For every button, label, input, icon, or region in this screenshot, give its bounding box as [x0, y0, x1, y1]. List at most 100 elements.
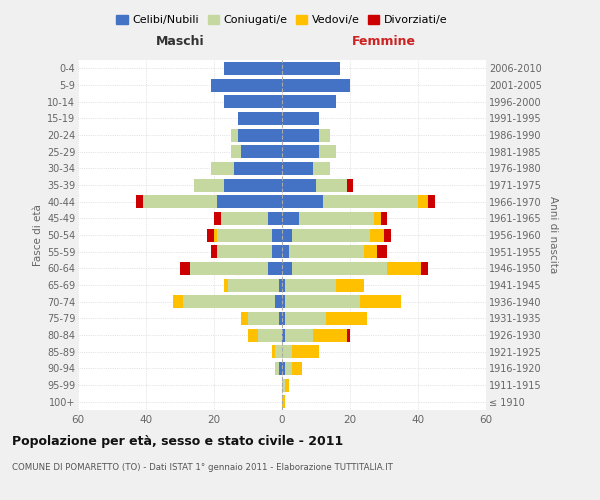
Bar [282, 62, 340, 75]
Bar [388, 262, 421, 275]
Bar [384, 228, 391, 241]
Bar [268, 212, 282, 225]
Bar [224, 95, 282, 108]
Bar [278, 278, 282, 291]
Bar [211, 78, 282, 92]
Text: Maschi: Maschi [155, 34, 205, 48]
Bar [207, 228, 214, 241]
Bar [238, 112, 282, 125]
Bar [282, 262, 292, 275]
Bar [418, 195, 428, 208]
Bar [313, 328, 347, 342]
Bar [428, 195, 435, 208]
Bar [217, 195, 282, 208]
Bar [214, 212, 221, 225]
Bar [217, 228, 272, 241]
Bar [211, 245, 217, 258]
Bar [282, 312, 286, 325]
Bar [374, 212, 380, 225]
Bar [268, 262, 282, 275]
Bar [282, 245, 289, 258]
Bar [316, 178, 347, 192]
Bar [136, 195, 143, 208]
Bar [275, 345, 282, 358]
Bar [421, 262, 428, 275]
Bar [347, 178, 353, 192]
Bar [282, 362, 286, 375]
Bar [194, 178, 224, 192]
Bar [258, 328, 282, 342]
Text: COMUNE DI POMARETTO (TO) - Dati ISTAT 1° gennaio 2011 - Elaborazione TUTTITALIA.: COMUNE DI POMARETTO (TO) - Dati ISTAT 1°… [12, 462, 393, 471]
Bar [286, 278, 337, 291]
Bar [282, 345, 292, 358]
Bar [248, 328, 258, 342]
Y-axis label: Anni di nascita: Anni di nascita [548, 196, 559, 274]
Bar [286, 312, 326, 325]
Bar [282, 228, 292, 241]
Bar [278, 362, 282, 375]
Bar [143, 195, 217, 208]
Bar [286, 295, 360, 308]
Bar [292, 345, 319, 358]
Bar [173, 295, 184, 308]
Bar [282, 178, 316, 192]
Bar [286, 362, 292, 375]
Bar [380, 212, 388, 225]
Bar [282, 395, 286, 408]
Bar [319, 145, 337, 158]
Bar [221, 212, 268, 225]
Bar [360, 295, 401, 308]
Bar [282, 278, 286, 291]
Bar [347, 328, 350, 342]
Bar [337, 278, 364, 291]
Bar [282, 295, 286, 308]
Legend: Celibi/Nubili, Coniugati/e, Vedovi/e, Divorziati/e: Celibi/Nubili, Coniugati/e, Vedovi/e, Di… [112, 10, 452, 30]
Bar [241, 145, 282, 158]
Bar [272, 245, 282, 258]
Bar [224, 178, 282, 192]
Bar [211, 162, 235, 175]
Bar [319, 128, 329, 141]
Bar [272, 345, 275, 358]
Bar [190, 262, 268, 275]
Bar [323, 195, 418, 208]
Bar [231, 145, 241, 158]
Bar [292, 362, 302, 375]
Bar [217, 245, 272, 258]
Bar [282, 95, 337, 108]
Bar [289, 245, 364, 258]
Bar [238, 128, 282, 141]
Bar [214, 228, 217, 241]
Text: Femmine: Femmine [352, 34, 416, 48]
Bar [282, 145, 319, 158]
Bar [364, 245, 377, 258]
Bar [235, 162, 282, 175]
Bar [282, 195, 323, 208]
Bar [370, 228, 384, 241]
Bar [313, 162, 329, 175]
Bar [299, 212, 374, 225]
Bar [282, 328, 286, 342]
Bar [272, 228, 282, 241]
Bar [282, 78, 350, 92]
Bar [180, 262, 190, 275]
Bar [231, 128, 238, 141]
Bar [241, 312, 248, 325]
Bar [224, 278, 227, 291]
Bar [275, 362, 278, 375]
Bar [377, 245, 388, 258]
Bar [275, 295, 282, 308]
Bar [286, 378, 289, 392]
Bar [282, 128, 319, 141]
Bar [282, 212, 299, 225]
Bar [248, 312, 278, 325]
Bar [278, 312, 282, 325]
Bar [282, 162, 313, 175]
Bar [282, 112, 319, 125]
Bar [282, 378, 286, 392]
Bar [184, 295, 275, 308]
Bar [224, 62, 282, 75]
Bar [292, 228, 370, 241]
Text: Popolazione per età, sesso e stato civile - 2011: Popolazione per età, sesso e stato civil… [12, 435, 343, 448]
Bar [227, 278, 278, 291]
